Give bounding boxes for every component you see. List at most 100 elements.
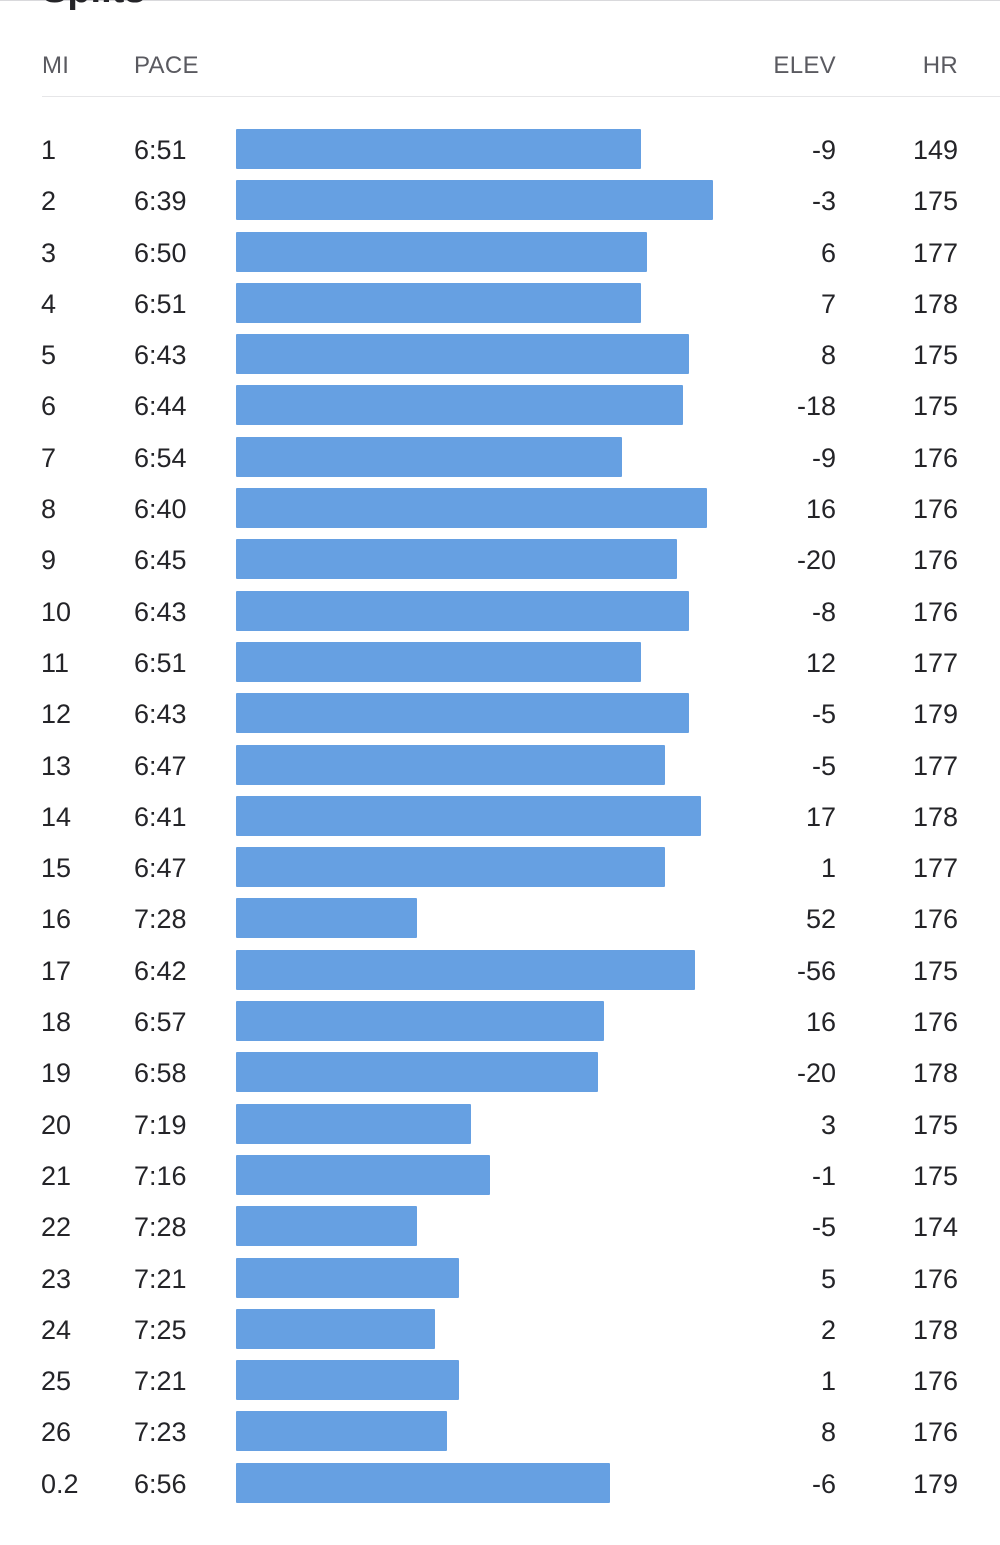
split-elevation: 8 — [820, 340, 836, 371]
split-elevation: 17 — [805, 801, 836, 832]
split-pace: 7:19 — [134, 1109, 187, 1140]
split-elevation: -9 — [811, 442, 836, 473]
split-elevation: -56 — [796, 955, 836, 986]
pace-bar — [236, 488, 707, 529]
split-pace: 6:47 — [134, 750, 187, 781]
split-elevation: -9 — [811, 135, 836, 165]
pace-bar — [236, 1206, 417, 1247]
split-elevation: -8 — [811, 596, 836, 627]
split-row: 21 7:16 -1 175 — [0, 1150, 1000, 1201]
pace-bar — [236, 847, 665, 888]
split-pace: 6:43 — [134, 340, 187, 371]
pace-bar — [236, 795, 701, 836]
split-row: 1 6:51 -9 149 — [0, 124, 1000, 175]
pace-bar — [236, 1001, 605, 1042]
split-row: 26 7:23 8 176 — [0, 1406, 1000, 1457]
split-mile: 7 — [41, 442, 57, 473]
section-title: Splits — [42, 0, 182, 10]
split-mile: 20 — [41, 1109, 72, 1140]
split-heart-rate: 177 — [912, 750, 958, 781]
split-mile: 3 — [41, 237, 57, 268]
pace-bar — [236, 385, 683, 426]
top-divider — [0, 0, 1000, 1]
split-pace: 7:28 — [134, 1212, 187, 1243]
split-mile: 10 — [41, 596, 72, 627]
split-heart-rate: 176 — [912, 1366, 958, 1397]
split-row: 12 6:43 -5 179 — [0, 688, 1000, 739]
pace-bar — [236, 949, 695, 990]
pace-bar — [236, 334, 689, 375]
split-heart-rate: 175 — [912, 340, 958, 371]
split-mile: 17 — [41, 955, 72, 986]
split-elevation: 6 — [820, 237, 836, 268]
split-row: 0.2 6:56 -6 179 — [0, 1458, 1000, 1509]
split-heart-rate: 179 — [912, 1468, 958, 1499]
split-row: 2 6:39 -3 175 — [0, 175, 1000, 226]
pace-bar — [236, 180, 713, 221]
header-elev: ELEV — [773, 52, 836, 79]
pace-bar — [236, 1154, 490, 1195]
split-heart-rate: 176 — [912, 442, 958, 473]
split-pace: 6:50 — [134, 237, 187, 268]
split-pace: 6:43 — [134, 699, 187, 730]
pace-bar — [236, 898, 417, 939]
split-mile: 8 — [41, 494, 57, 525]
pace-bar — [236, 1308, 436, 1349]
header-divider — [42, 96, 1000, 97]
split-mile: 16 — [41, 904, 72, 935]
split-mile: 21 — [41, 1160, 72, 1191]
split-heart-rate: 176 — [912, 494, 958, 525]
split-elevation: 16 — [805, 1007, 836, 1038]
split-mile: 19 — [41, 1058, 72, 1089]
split-heart-rate: 176 — [912, 1263, 958, 1294]
split-pace: 6:51 — [134, 647, 187, 678]
split-elevation: -3 — [811, 186, 836, 217]
split-row: 18 6:57 16 176 — [0, 996, 1000, 1047]
split-mile: 14 — [41, 801, 72, 832]
split-heart-rate: 149 — [912, 135, 958, 165]
split-mile: 11 — [41, 647, 70, 678]
split-elevation: 5 — [820, 1263, 836, 1294]
split-pace: 6:43 — [134, 596, 187, 627]
split-row: 4 6:51 7 178 — [0, 278, 1000, 329]
split-heart-rate: 176 — [912, 1417, 958, 1448]
split-row: 24 7:25 2 178 — [0, 1304, 1000, 1355]
split-row: 11 6:51 12 177 — [0, 637, 1000, 688]
split-pace: 7:25 — [134, 1314, 187, 1345]
pace-bar — [236, 693, 689, 734]
split-pace: 6:51 — [134, 135, 187, 165]
split-elevation: -5 — [811, 699, 836, 730]
split-elevation: 7 — [820, 288, 836, 319]
split-elevation: 2 — [820, 1314, 836, 1345]
split-pace: 7:28 — [134, 904, 187, 935]
split-heart-rate: 177 — [912, 237, 958, 268]
split-pace: 6:57 — [134, 1007, 187, 1038]
split-pace: 6:41 — [134, 801, 187, 832]
split-row: 13 6:47 -5 177 — [0, 740, 1000, 791]
split-heart-rate: 178 — [912, 288, 958, 319]
split-row: 5 6:43 8 175 — [0, 329, 1000, 380]
split-pace: 7:21 — [134, 1366, 187, 1397]
split-row: 9 6:45 -20 176 — [0, 534, 1000, 585]
split-elevation: 3 — [820, 1109, 836, 1140]
split-mile: 15 — [41, 853, 72, 884]
pace-bar — [236, 1411, 448, 1452]
split-pace: 6:47 — [134, 853, 187, 884]
split-pace: 7:23 — [134, 1417, 187, 1448]
split-row: 23 7:21 5 176 — [0, 1253, 1000, 1304]
split-mile: 12 — [41, 699, 72, 730]
split-heart-rate: 177 — [912, 853, 958, 884]
split-elevation: -18 — [796, 391, 836, 422]
split-mile: 9 — [41, 545, 57, 576]
split-heart-rate: 177 — [912, 647, 958, 678]
split-row: 22 7:28 -5 174 — [0, 1201, 1000, 1252]
split-elevation: 52 — [805, 904, 836, 935]
pace-bar — [236, 1052, 599, 1093]
split-row: 6 6:44 -18 175 — [0, 380, 1000, 431]
split-heart-rate: 174 — [912, 1212, 958, 1243]
split-row: 8 6:40 16 176 — [0, 483, 1000, 534]
split-heart-rate: 178 — [912, 1058, 958, 1089]
split-elevation: 1 — [820, 853, 836, 884]
split-row: 25 7:21 1 176 — [0, 1355, 1000, 1406]
pace-bar — [236, 231, 647, 272]
